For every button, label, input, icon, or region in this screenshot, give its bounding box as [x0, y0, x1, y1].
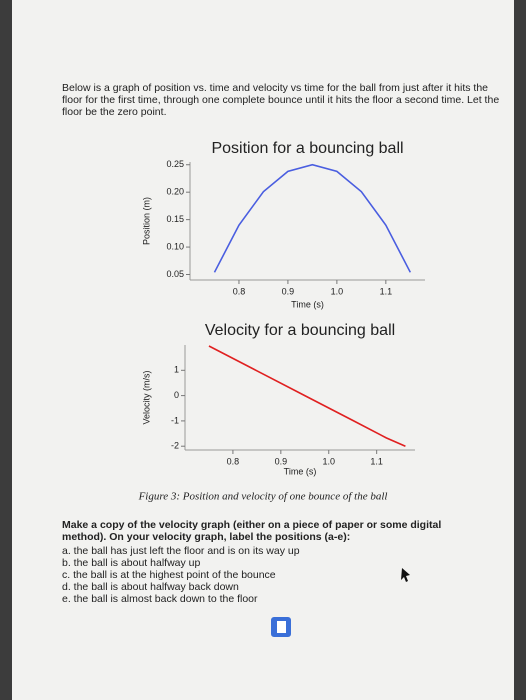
- y-axis-label: Velocity (m/s): [141, 370, 151, 424]
- x-axis-label: Time (s): [291, 299, 324, 309]
- instructions: Make a copy of the velocity graph (eithe…: [62, 519, 442, 543]
- x-tick-label: 0.9: [282, 286, 295, 296]
- figure-caption: Figure 3: Position and velocity of one b…: [138, 491, 388, 503]
- x-tick-label: 0.8: [233, 286, 246, 296]
- y-tick-label: 0.25: [166, 159, 184, 169]
- y-axis-label: Position (m): [141, 197, 151, 245]
- chart-title: Position for a bouncing ball: [211, 140, 403, 157]
- x-axis-label: Time (s): [284, 466, 317, 476]
- y-tick-label: -1: [171, 415, 179, 425]
- item-list: a. the ball has just left the floor and …: [62, 545, 300, 605]
- list-item: e. the ball is almost back down to the f…: [62, 593, 258, 605]
- x-tick-label: 0.9: [275, 456, 288, 466]
- list-item: a. the ball has just left the floor and …: [62, 545, 300, 557]
- x-tick-label: 1.1: [380, 286, 393, 296]
- x-tick-label: 0.8: [227, 456, 240, 466]
- x-tick-label: 1.0: [331, 286, 344, 296]
- data-line: [208, 345, 406, 447]
- cursor: [401, 568, 410, 582]
- y-tick-label: -2: [171, 441, 179, 451]
- x-tick-label: 1.1: [370, 456, 383, 466]
- y-tick-label: 1: [174, 365, 179, 375]
- intro-text: Below is a graph of position vs. time an…: [62, 82, 500, 118]
- x-tick-label: 1.0: [322, 456, 335, 466]
- y-tick-label: 0.20: [166, 187, 184, 197]
- doc-icon[interactable]: [271, 617, 291, 637]
- y-tick-label: 0: [174, 390, 179, 400]
- y-tick-label: 0.05: [166, 269, 184, 279]
- chart-title: Velocity for a bouncing ball: [205, 322, 395, 339]
- list-item: b. the ball is about halfway up: [62, 557, 201, 569]
- data-line: [213, 163, 412, 273]
- paper: [12, 0, 514, 700]
- list-item: c. the ball is at the highest point of t…: [62, 569, 276, 581]
- icon-page[interactable]: [277, 621, 286, 633]
- list-item: d. the ball is about halfway back down: [62, 581, 239, 593]
- y-tick-label: 0.10: [166, 241, 184, 251]
- y-tick-label: 0.15: [166, 214, 184, 224]
